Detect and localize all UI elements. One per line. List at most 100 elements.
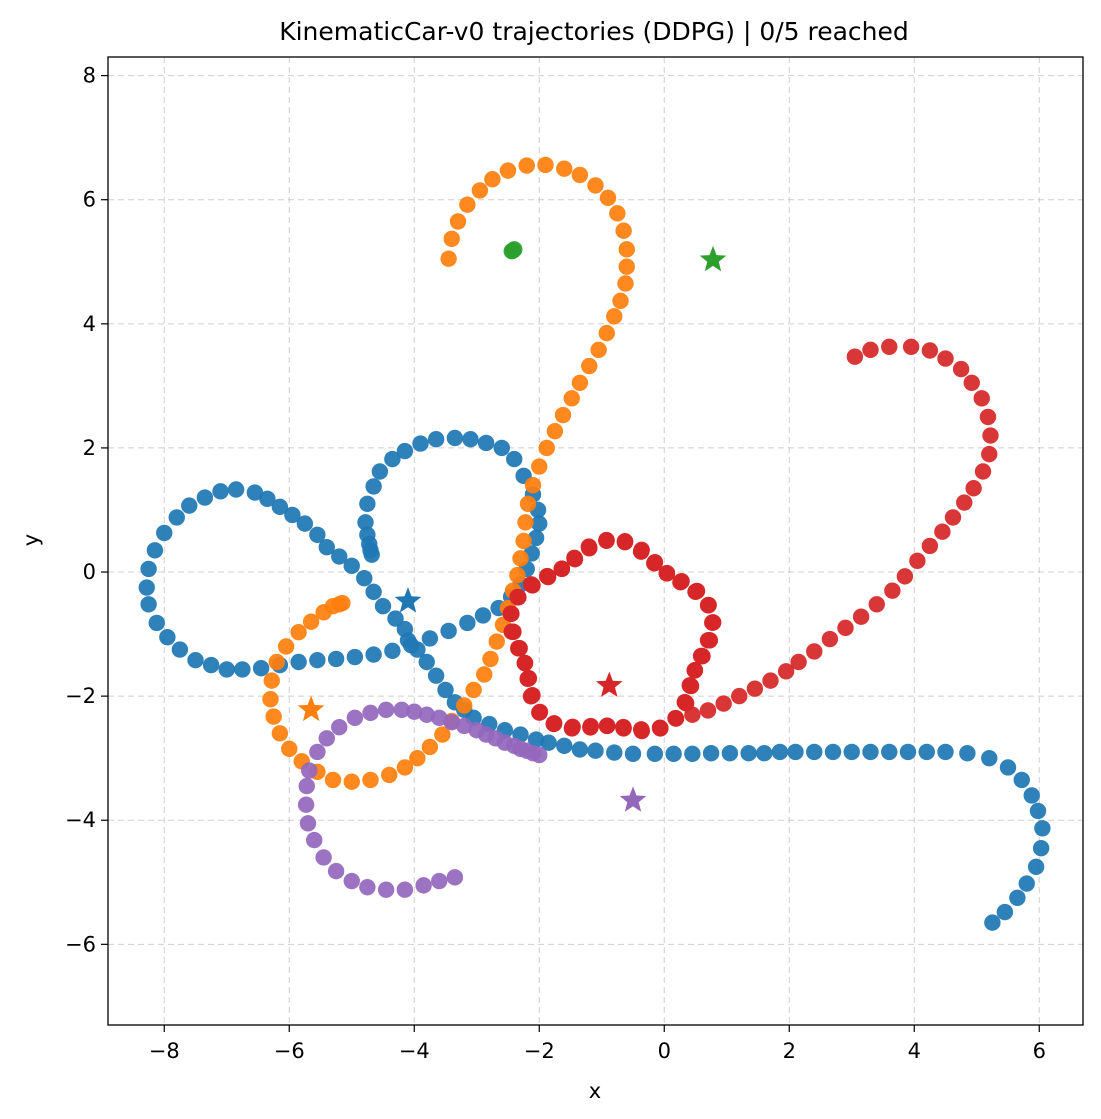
trajectory-point <box>652 720 669 737</box>
trajectory-point <box>298 777 315 795</box>
trajectory-point <box>396 759 414 776</box>
trajectory-point <box>315 849 332 866</box>
y-tick-label: 8 <box>83 64 96 88</box>
trajectory-point <box>456 717 473 735</box>
trajectory-point <box>477 434 495 452</box>
trajectory-point <box>952 360 970 378</box>
trajectory-point <box>281 740 298 758</box>
trajectory-point <box>309 651 326 669</box>
trajectory-point <box>519 495 537 512</box>
trajectory-point <box>418 706 435 723</box>
y-tick-label: −4 <box>65 808 96 832</box>
trajectory-point <box>437 681 454 699</box>
trajectory-point <box>676 693 693 711</box>
trajectory-point <box>982 427 999 444</box>
trajectory-point <box>446 429 464 447</box>
trajectory-point <box>387 610 404 627</box>
trajectory-point <box>598 532 615 549</box>
x-tick-label: −2 <box>524 1039 555 1063</box>
trajectory-point <box>506 450 523 468</box>
x-tick-label: −6 <box>274 1039 305 1063</box>
trajectory-point <box>564 718 581 736</box>
trajectory-point <box>212 483 229 500</box>
trajectory-point <box>721 745 739 762</box>
trajectory-point <box>384 450 401 468</box>
trajectory-point <box>965 480 982 497</box>
trajectory-point <box>318 539 335 556</box>
trajectory-point <box>277 638 295 655</box>
trajectory-point <box>362 704 379 722</box>
trajectory-point <box>512 550 529 567</box>
trajectory-point <box>318 730 335 747</box>
trajectory-point <box>684 706 701 723</box>
trajectory-point <box>633 541 650 559</box>
trajectory-point <box>374 597 392 615</box>
trajectory-point <box>327 650 345 668</box>
trajectory-point <box>140 560 157 578</box>
goal-star-marker <box>619 786 647 812</box>
trajectory-point <box>606 308 623 325</box>
trajectory-point <box>618 241 635 258</box>
trajectory-point <box>553 560 571 578</box>
trajectory-point <box>981 445 998 463</box>
trajectory-point <box>346 709 364 727</box>
trajectory-point <box>290 624 307 641</box>
trajectory-point <box>881 338 898 355</box>
trajectory-point <box>324 771 342 789</box>
trajectory-point <box>646 745 664 763</box>
trajectory-point <box>474 607 492 624</box>
trajectory-point <box>981 749 998 767</box>
trajectory-point <box>633 722 650 740</box>
trajectory-point <box>921 537 939 555</box>
trajectory-point <box>756 745 773 762</box>
goal-star-marker <box>297 695 325 722</box>
trajectory-point <box>284 506 301 524</box>
trajectory-point <box>363 546 380 563</box>
trajectory-point <box>612 292 629 310</box>
trajectory-point <box>1013 771 1030 789</box>
trajectory-point <box>806 643 823 660</box>
trajectory-point <box>262 691 279 708</box>
trajectory-point <box>615 222 632 239</box>
trajectory-point <box>934 523 951 540</box>
trajectory-point <box>556 160 573 177</box>
trajectory-point <box>909 552 926 570</box>
trajectory-point <box>418 653 435 671</box>
y-tick-label: −2 <box>65 684 96 708</box>
trajectory-point <box>202 656 220 674</box>
trajectory-point <box>509 566 526 584</box>
trajectory-point <box>884 582 901 599</box>
trajectory-point <box>681 677 698 694</box>
trajectory-point <box>959 745 976 762</box>
trajectory-point <box>746 680 764 697</box>
trajectory-point <box>393 701 410 718</box>
trajectory-point <box>234 661 251 678</box>
trajectory-point <box>377 881 395 898</box>
trajectory-point <box>973 390 990 407</box>
trajectory-point <box>484 171 501 188</box>
trajectory-point <box>999 759 1017 776</box>
trajectory-point <box>263 672 280 689</box>
trajectory-point <box>777 663 795 680</box>
trajectory-point <box>704 614 722 631</box>
trajectory-point <box>482 650 499 668</box>
trajectory-point <box>667 709 684 727</box>
trajectory-point <box>518 157 535 174</box>
trajectory-point <box>1018 875 1035 892</box>
trajectory-point <box>412 435 429 452</box>
trajectory-point <box>979 408 997 426</box>
trajectory-point <box>171 641 189 658</box>
trajectory-point <box>571 741 589 758</box>
goal-star-marker <box>699 245 727 272</box>
trajectory-point <box>582 717 599 735</box>
trajectory-point <box>343 557 360 575</box>
trajectory-point <box>431 872 448 890</box>
trajectory-point <box>531 704 548 721</box>
trajectory-point <box>984 914 1001 931</box>
trajectory-point <box>963 374 980 391</box>
trajectory-point <box>271 498 289 516</box>
trajectory-point <box>672 574 689 591</box>
trajectory-point <box>384 642 401 660</box>
trajectory-point <box>1023 787 1040 804</box>
